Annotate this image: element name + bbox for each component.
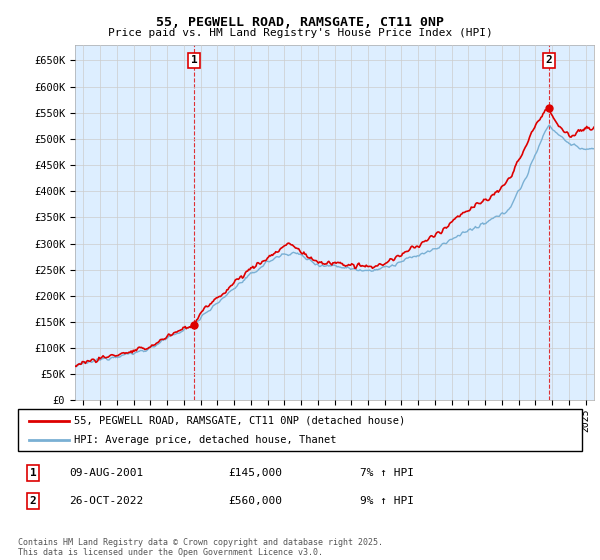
Text: Price paid vs. HM Land Registry's House Price Index (HPI): Price paid vs. HM Land Registry's House … [107,28,493,38]
Text: Contains HM Land Registry data © Crown copyright and database right 2025.
This d: Contains HM Land Registry data © Crown c… [18,538,383,557]
Text: 7% ↑ HPI: 7% ↑ HPI [360,468,414,478]
Text: 2: 2 [29,496,37,506]
Text: 9% ↑ HPI: 9% ↑ HPI [360,496,414,506]
Text: £560,000: £560,000 [228,496,282,506]
Text: £145,000: £145,000 [228,468,282,478]
Text: 26-OCT-2022: 26-OCT-2022 [69,496,143,506]
Text: 55, PEGWELL ROAD, RAMSGATE, CT11 0NP: 55, PEGWELL ROAD, RAMSGATE, CT11 0NP [156,16,444,29]
Text: 2: 2 [546,55,553,66]
FancyBboxPatch shape [18,409,582,451]
Text: 1: 1 [191,55,197,66]
Text: 1: 1 [29,468,37,478]
Text: 55, PEGWELL ROAD, RAMSGATE, CT11 0NP (detached house): 55, PEGWELL ROAD, RAMSGATE, CT11 0NP (de… [74,416,406,426]
Text: 09-AUG-2001: 09-AUG-2001 [69,468,143,478]
Text: HPI: Average price, detached house, Thanet: HPI: Average price, detached house, Than… [74,435,337,445]
